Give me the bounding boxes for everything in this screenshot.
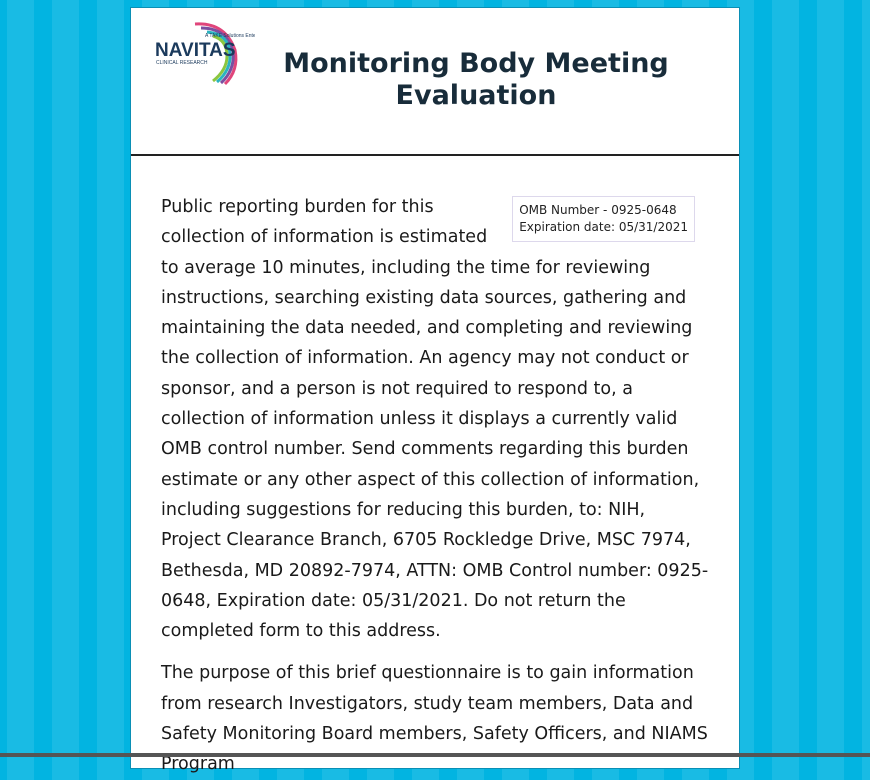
page-title: Monitoring Body Meeting Evaluation [283, 48, 669, 111]
logo-tagline: A TAKE Solutions Enterprise [205, 33, 255, 39]
logo-subtitle: CLINICAL RESEARCH [156, 60, 208, 66]
navitas-logo: A TAKE Solutions Enterprise NAVITAS CLIN… [155, 22, 255, 86]
burden-statement: Public reporting burden for this collect… [161, 197, 709, 642]
logo-wordmark: NAVITAS [155, 40, 236, 61]
purpose-statement: The purpose of this brief questionnaire … [161, 663, 708, 775]
form-content: OMB Number - 0925-0648 Expiration date: … [131, 156, 739, 780]
window-bottom-bar [0, 753, 870, 757]
form-page: A TAKE Solutions Enterprise NAVITAS CLIN… [130, 7, 740, 774]
omb-number: OMB Number - 0925-0648 [519, 203, 677, 217]
omb-expiration: Expiration date: 05/31/2021 [519, 220, 688, 234]
form-header: A TAKE Solutions Enterprise NAVITAS CLIN… [131, 8, 739, 156]
omb-info-box: OMB Number - 0925-0648 Expiration date: … [512, 196, 695, 242]
